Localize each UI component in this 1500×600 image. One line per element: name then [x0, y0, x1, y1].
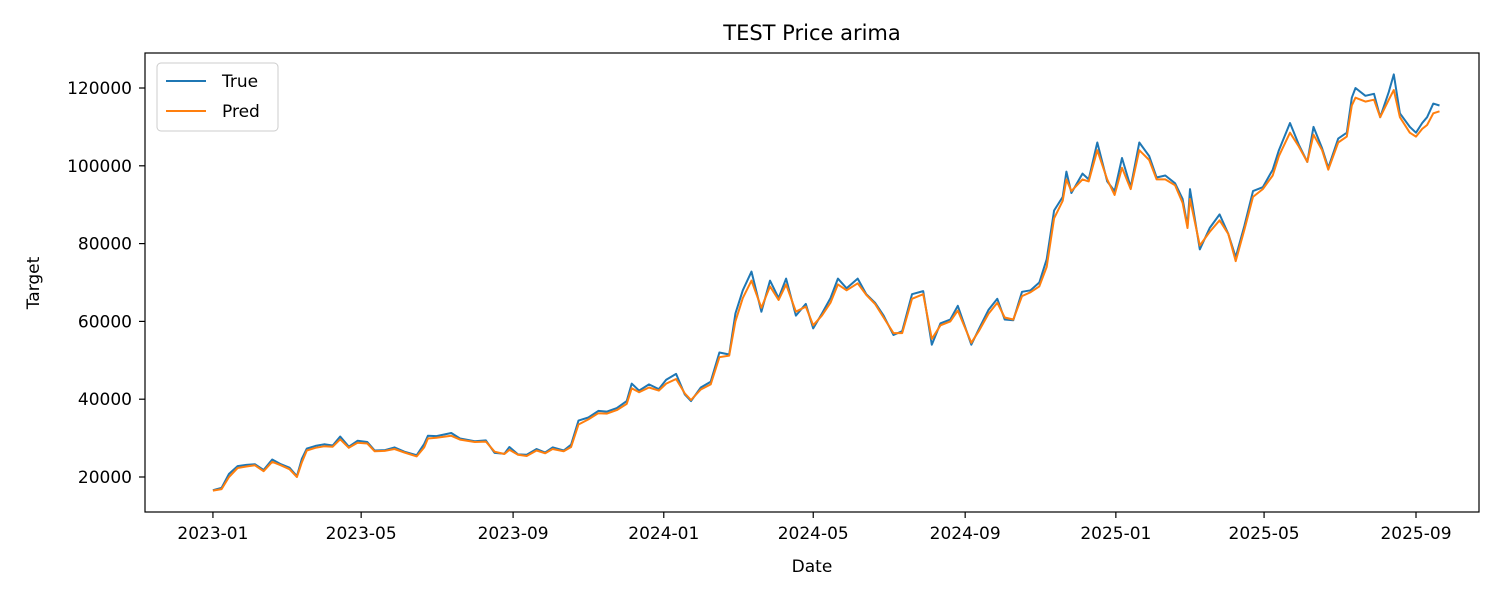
y-tick-label: 120000 [67, 79, 132, 99]
x-tick-label: 2023-01 [177, 524, 248, 544]
plot-area [144, 52, 1480, 513]
y-tick-label: 80000 [78, 235, 132, 255]
legend-box [156, 62, 279, 132]
y-tick-label: 100000 [67, 157, 132, 177]
x-axis-title: Date [792, 557, 833, 577]
x-tick-label: 2025-05 [1229, 524, 1300, 544]
axes-frame [144, 52, 1480, 513]
x-tick-label: 2024-09 [930, 524, 1001, 544]
legend-label-pred: Pred [222, 102, 260, 122]
series-line-true [212, 73, 1440, 492]
legend-label-true: True [221, 72, 258, 92]
x-tick-label: 2023-05 [326, 524, 397, 544]
legend: True Pred [156, 62, 279, 132]
series-layer [212, 73, 1440, 492]
series-line-pred [212, 89, 1440, 492]
y-axis: 20000 40000 60000 80000 100000 120000 [67, 79, 145, 488]
chart-title: TEST Price arima [722, 21, 901, 45]
x-axis: 2023-01 2023-05 2023-09 2024-01 2024-05 2024-… [177, 512, 1452, 544]
x-tick-label: 2024-05 [778, 524, 849, 544]
y-tick-label: 40000 [78, 390, 132, 410]
x-tick-label: 2023-09 [478, 524, 549, 544]
y-axis-title: Target [24, 256, 44, 310]
x-tick-label: 2025-09 [1380, 524, 1451, 544]
y-tick-label: 60000 [78, 312, 132, 332]
y-tick-label: 20000 [78, 468, 132, 488]
x-tick-label: 2025-01 [1080, 524, 1151, 544]
x-tick-label: 2024-01 [628, 524, 699, 544]
